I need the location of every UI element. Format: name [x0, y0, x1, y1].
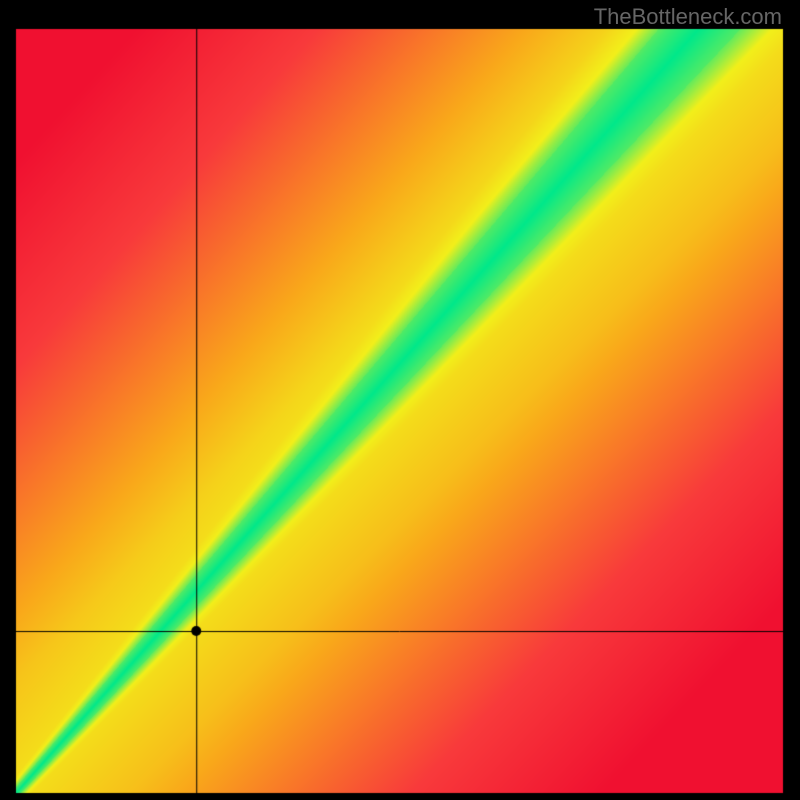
chart-container: TheBottleneck.com — [0, 0, 800, 800]
watermark-text: TheBottleneck.com — [594, 4, 782, 30]
heatmap-canvas — [0, 0, 800, 800]
